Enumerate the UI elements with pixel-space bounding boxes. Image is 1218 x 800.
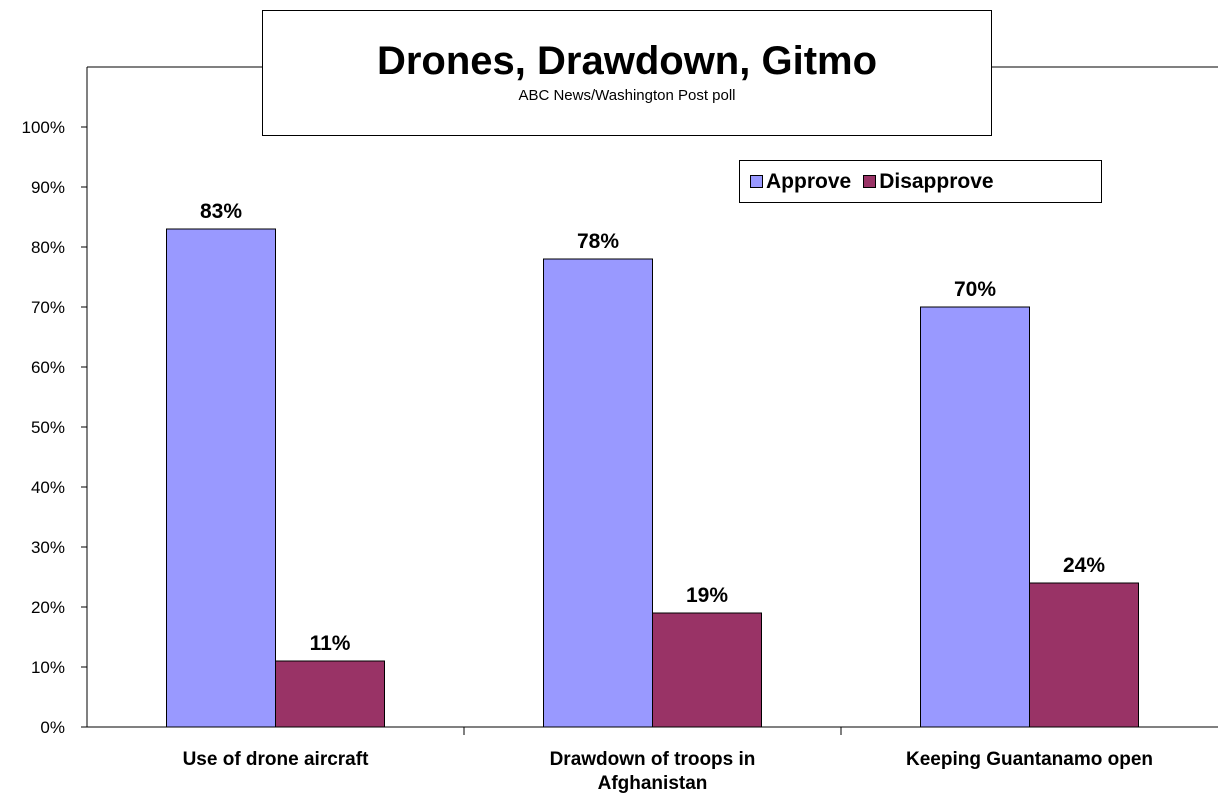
bar-approve <box>543 258 653 728</box>
chart-subtitle: ABC News/Washington Post poll <box>518 87 736 104</box>
y-tick-label: 20% <box>31 598 65 617</box>
data-label: 24% <box>1063 554 1105 577</box>
x-category-label: Drawdown of troops in <box>550 749 756 770</box>
y-tick-label: 90% <box>31 178 65 197</box>
bar-disapprove <box>275 660 385 728</box>
bar-approve <box>166 228 276 728</box>
data-labels: 83% 78% 70% 11% 19% 24% <box>200 200 1105 655</box>
data-label: 70% <box>954 278 996 301</box>
legend-label-approve: Approve <box>766 169 852 193</box>
data-label: 78% <box>577 230 619 253</box>
y-tick-label: 60% <box>31 358 65 377</box>
data-label: 19% <box>686 584 728 607</box>
y-tick-label: 30% <box>31 538 65 557</box>
y-tick-label: 40% <box>31 478 65 497</box>
legend-item-disapprove: Disapprove <box>863 169 994 194</box>
bar-disapprove <box>652 612 762 728</box>
y-tick-label: 50% <box>31 418 65 437</box>
legend-item-approve: Approve <box>750 170 851 194</box>
legend-swatch-approve <box>750 175 763 188</box>
y-tick-label: 80% <box>31 238 65 257</box>
x-category-label: Use of drone aircraft <box>183 749 369 770</box>
title-box: Drones, Drawdown, Gitmo ABC News/Washing… <box>262 10 992 136</box>
legend: Approve Disapprove <box>739 160 1102 203</box>
y-tick-label: 100% <box>22 118 65 137</box>
x-category-label: Keeping Guantanamo open <box>906 749 1153 770</box>
y-tick-label: 70% <box>31 298 65 317</box>
data-label: 83% <box>200 200 242 223</box>
y-tick-label: 0% <box>40 718 65 737</box>
bar-disapprove <box>1029 582 1139 728</box>
x-category-label: Afghanistan <box>598 773 708 794</box>
legend-label-disapprove: Disapprove <box>879 169 994 193</box>
bar-approve <box>920 306 1030 728</box>
legend-swatch-disapprove <box>863 175 877 188</box>
axes: 0% 10% 20% 30% 40% 50% 60% 70% 80% 90% 100% Use of … <box>22 66 1218 794</box>
bars <box>166 228 1139 728</box>
y-tick-label: 10% <box>31 658 65 677</box>
chart-title: Drones, Drawdown, Gitmo <box>376 39 878 83</box>
data-label: 11% <box>310 632 351 655</box>
